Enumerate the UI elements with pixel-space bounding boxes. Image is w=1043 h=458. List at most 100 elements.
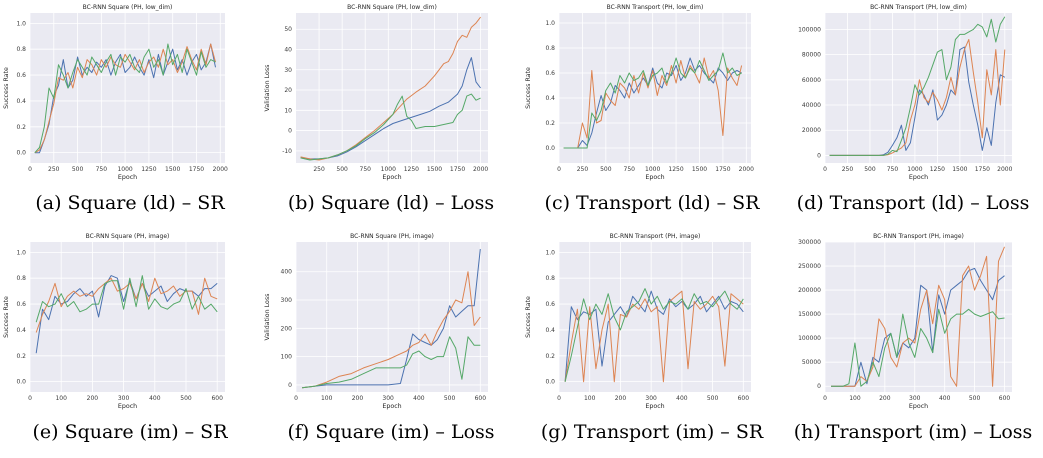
x-tick-label: 200 — [879, 395, 891, 402]
chart-panel-g: 0 100 200 300 400 500 600 0.0 0.2 0.4 0.6 0.8 1.0 BC-… — [522, 229, 782, 458]
x-tick-label: 500 — [600, 166, 612, 173]
x-axis-label: Epoch — [909, 174, 928, 181]
x-tick-label: 0 — [557, 395, 561, 402]
x-tick-label: 600 — [475, 395, 487, 402]
x-tick-label: 300 — [645, 395, 657, 402]
x-tick-label: 0 — [28, 395, 32, 402]
chart-b: 250 500 750 1000 1250 1500 1750 2000 -10 0 10 20 30 4… — [264, 4, 488, 181]
x-tick-label: 1000 — [907, 166, 922, 173]
x-tick-label: 750 — [887, 166, 899, 173]
x-axis-label: Epoch — [645, 403, 664, 410]
y-tick-label: -10 — [282, 148, 292, 155]
chart-panel-e: 0 100 200 300 400 500 600 0.0 0.2 0.4 0.6 0.8 1.0 BC-… — [0, 229, 260, 458]
x-tick-label: 750 — [624, 166, 636, 173]
x-tick-label: 200 — [87, 395, 99, 402]
y-tick-label: 0.0 — [545, 379, 555, 386]
chart-panel-f: 0 100 200 300 400 500 600 0 100 200 300 400 BC-RNN S… — [261, 229, 521, 458]
x-tick-label: 250 — [577, 166, 589, 173]
y-tick-label: 0.6 — [16, 301, 26, 308]
y-tick-label: 100000 — [798, 335, 821, 342]
series-line-1 — [300, 57, 481, 160]
chart-title: BC-RNN Square (PH, image) — [350, 233, 434, 240]
x-tick-label: 500 — [864, 166, 876, 173]
chart-title: BC-RNN Square (PH, low_dim) — [347, 4, 437, 11]
subfigure-caption: (h) Transport (im) – Loss — [793, 421, 1033, 443]
chart-title: BC-RNN Transport (PH, low_dim) — [607, 4, 704, 11]
y-tick-label: 0 — [288, 382, 292, 389]
y-tick-label: 80000 — [802, 52, 821, 59]
x-tick-label: 1500 — [427, 166, 442, 173]
y-tick-label: 100000 — [798, 26, 821, 33]
x-tick-label: 100 — [55, 395, 67, 402]
y-tick-label: 0.0 — [16, 379, 26, 386]
y-tick-label: 1.0 — [16, 20, 26, 27]
series-line-3 — [831, 308, 1005, 387]
x-tick-label: 250 — [313, 166, 325, 173]
chart-panel-a: 0 250 500 750 1000 1250 1500 1750 2000 0.0 0.2 0.4 0… — [0, 0, 260, 229]
x-tick-label: 400 — [939, 395, 951, 402]
x-tick-label: 500 — [180, 395, 192, 402]
plot-area — [30, 13, 225, 163]
chart-panel-d: 0 250 500 750 1000 1250 1500 1750 2000 0 20000 4000… — [783, 0, 1043, 229]
y-axis-label: Success Rate — [525, 67, 532, 109]
y-tick-label: 0.6 — [545, 70, 555, 77]
y-tick-label: 0.8 — [16, 46, 26, 53]
chart-title: BC-RNN Square (PH, image) — [86, 233, 170, 240]
x-tick-label: 0 — [557, 166, 561, 173]
x-tick-label: 200 — [352, 395, 364, 402]
y-tick-label: 0.4 — [16, 98, 26, 105]
x-tick-label: 1750 — [715, 166, 730, 173]
y-tick-label: 0.2 — [545, 120, 555, 127]
y-tick-label: 0.6 — [545, 301, 555, 308]
x-axis-label: Epoch — [118, 403, 137, 410]
subfigure-caption: (f) Square (im) – Loss — [287, 421, 495, 443]
x-tick-label: 500 — [72, 166, 84, 173]
subfigure-caption: (g) Transport (im) – SR — [540, 421, 764, 443]
x-tick-label: 2000 — [997, 166, 1012, 173]
x-tick-label: 100 — [321, 395, 333, 402]
series-line-1 — [831, 267, 1005, 387]
x-tick-label: 1500 — [692, 166, 707, 173]
series-line-1 — [829, 46, 1006, 156]
series-line-3 — [829, 16, 1006, 156]
y-tick-label: 1.0 — [545, 249, 555, 256]
series-line-3 — [302, 336, 481, 389]
y-tick-label: 1.0 — [545, 20, 555, 27]
chart-h: 0 100 200 300 400 500 600 0 50000 100000 150000 200… — [798, 233, 1012, 410]
x-tick-label: 0 — [823, 395, 827, 402]
subfigure-caption: (b) Square (ld) – Loss — [287, 192, 495, 214]
x-axis-label: Epoch — [382, 403, 401, 410]
x-tick-label: 500 — [336, 166, 348, 173]
y-tick-label: 40 — [284, 46, 292, 53]
y-tick-label: 20 — [284, 87, 292, 94]
chart-c: 0 250 500 750 1000 1250 1500 1750 2000 0.0 0.2 0.4 0… — [525, 4, 754, 181]
chart-title: BC-RNN Transport (PH, image) — [873, 233, 964, 240]
series-line-2 — [829, 39, 1006, 156]
x-tick-label: 600 — [999, 395, 1011, 402]
y-axis-label: Success Rate — [3, 296, 10, 338]
series-line-3 — [563, 52, 742, 149]
x-tick-label: 200 — [615, 395, 627, 402]
x-tick-label: 1500 — [952, 166, 967, 173]
y-tick-label: 60000 — [802, 77, 821, 84]
y-tick-label: 30 — [284, 67, 292, 74]
x-tick-label: 600 — [738, 395, 750, 402]
y-tick-label: 1.0 — [16, 249, 26, 256]
plot-area — [825, 13, 1012, 163]
y-tick-label: 300 — [281, 297, 293, 304]
y-tick-label: 250000 — [798, 263, 821, 270]
y-axis-label: Validation Loss — [264, 65, 271, 112]
series-line-1 — [34, 43, 216, 154]
x-tick-label: 500 — [969, 395, 981, 402]
y-tick-label: 0.6 — [16, 72, 26, 79]
series-line-2 — [563, 57, 743, 149]
y-tick-label: 0.4 — [545, 95, 555, 102]
y-tick-label: 0.2 — [16, 353, 26, 360]
chart-panel-c: 0 250 500 750 1000 1250 1500 1750 2000 0.0 0.2 0.4 0… — [522, 0, 782, 229]
x-tick-label: 100 — [849, 395, 861, 402]
subfigure-caption: (e) Square (im) – SR — [32, 421, 228, 443]
x-tick-label: 600 — [211, 395, 223, 402]
chart-panel-b: 250 500 750 1000 1250 1500 1750 2000 -10 0 10 20 30 4… — [261, 0, 521, 229]
x-tick-label: 2000 — [739, 166, 754, 173]
